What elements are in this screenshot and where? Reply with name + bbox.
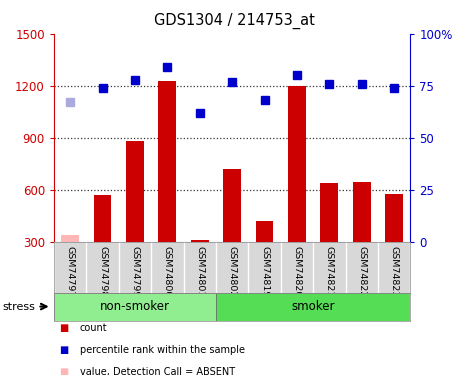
Text: ■: ■ xyxy=(59,345,68,355)
Text: GSM74802: GSM74802 xyxy=(227,246,237,297)
Text: GSM74801: GSM74801 xyxy=(195,246,204,297)
Bar xyxy=(288,86,306,242)
Text: ■: ■ xyxy=(59,367,68,375)
Text: smoker: smoker xyxy=(291,300,335,313)
Bar xyxy=(223,169,241,242)
Text: GSM74819: GSM74819 xyxy=(260,246,269,297)
Bar xyxy=(54,292,216,321)
Text: GSM74821: GSM74821 xyxy=(325,246,334,297)
Bar xyxy=(61,235,79,242)
Text: GSM74798: GSM74798 xyxy=(98,246,107,297)
Bar xyxy=(94,195,112,242)
Text: GSM74799: GSM74799 xyxy=(130,246,139,297)
Bar xyxy=(320,183,338,242)
Text: value, Detection Call = ABSENT: value, Detection Call = ABSENT xyxy=(80,367,235,375)
Bar xyxy=(385,194,403,242)
Bar xyxy=(256,221,273,242)
Bar xyxy=(191,240,209,242)
Text: stress: stress xyxy=(2,302,35,312)
Text: non-smoker: non-smoker xyxy=(100,300,170,313)
Text: GSM74797: GSM74797 xyxy=(66,246,75,297)
Text: GDS1304 / 214753_at: GDS1304 / 214753_at xyxy=(154,13,315,29)
Text: percentile rank within the sample: percentile rank within the sample xyxy=(80,345,245,355)
Bar xyxy=(353,182,371,242)
Text: GSM74820: GSM74820 xyxy=(293,246,302,297)
Bar xyxy=(159,81,176,242)
Bar xyxy=(126,141,144,242)
Text: GSM74800: GSM74800 xyxy=(163,246,172,297)
Bar xyxy=(216,292,410,321)
Text: ■: ■ xyxy=(59,323,68,333)
Text: GSM74822: GSM74822 xyxy=(357,246,366,297)
Text: count: count xyxy=(80,323,107,333)
Text: GSM74823: GSM74823 xyxy=(390,246,399,297)
